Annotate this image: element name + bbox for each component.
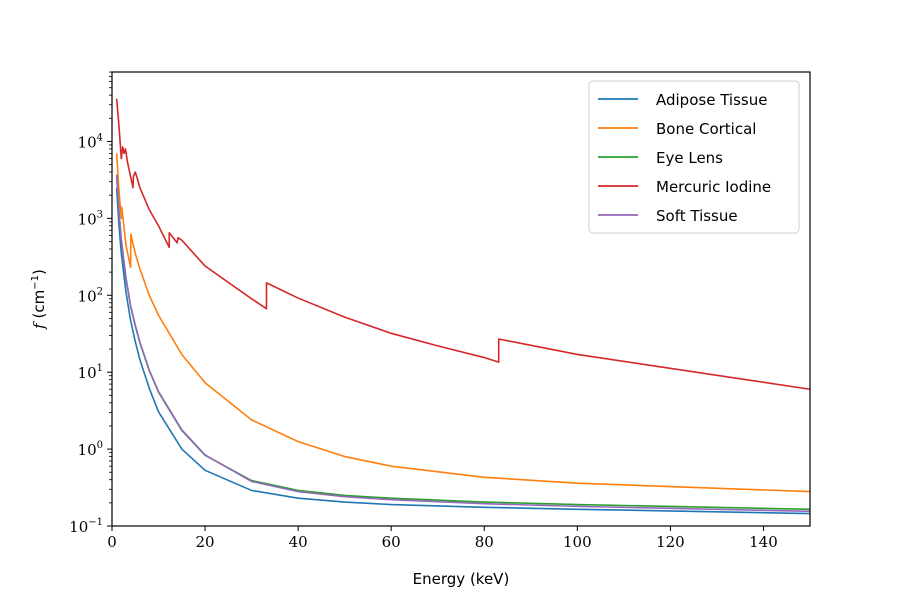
series-line-adipose-tissue bbox=[115, 187, 811, 515]
y-tick-label: 102 bbox=[78, 286, 103, 305]
x-tick-label: 20 bbox=[196, 533, 215, 551]
y-axis-label-unit: cm bbox=[30, 290, 48, 313]
legend-label-mercuric-iodine: Mercuric Iodine bbox=[656, 178, 771, 196]
legend-label-bone-cortical: Bone Cortical bbox=[656, 120, 756, 138]
x-tick-label: 60 bbox=[382, 533, 401, 551]
legend-label-eye-lens: Eye Lens bbox=[656, 149, 723, 167]
x-axis-label: Energy (keV) bbox=[413, 570, 510, 588]
legend: Adipose Tissue Bone Cortical Eye Lens Mercu… bbox=[588, 80, 800, 234]
y-tick-label: 101 bbox=[78, 363, 103, 382]
x-tick-label: 120 bbox=[656, 533, 685, 551]
x-tick-label: 100 bbox=[563, 533, 592, 551]
y-tick-label: 104 bbox=[78, 132, 103, 151]
y-axis-label-open: ( bbox=[30, 313, 48, 319]
legend-label-soft-tissue: Soft Tissue bbox=[656, 207, 738, 225]
y-axis-label-var: f bbox=[30, 321, 48, 330]
y-axis-label: f (cm−1) bbox=[30, 269, 48, 330]
legend-label-adipose-tissue: Adipose Tissue bbox=[656, 91, 767, 109]
series-line-soft-tissue bbox=[115, 174, 811, 513]
series-line-mercuric-iodine bbox=[115, 98, 811, 391]
y-axis-label-close: ) bbox=[30, 269, 48, 275]
ticks-layer: 0 20 40 60 80 100 120 140 10−1 100 101 102 103 104 bbox=[69, 71, 778, 551]
y-tick-label: 100 bbox=[78, 440, 103, 459]
y-axis-label-exp: −1 bbox=[30, 275, 41, 290]
legend-frame bbox=[588, 80, 800, 234]
x-tick-label: 140 bbox=[749, 533, 778, 551]
y-tick-label: 10−1 bbox=[69, 517, 103, 536]
series-line-bone-cortical bbox=[115, 153, 811, 493]
x-tick-label: 80 bbox=[475, 533, 494, 551]
series-layer bbox=[115, 98, 811, 515]
x-tick-label: 40 bbox=[289, 533, 308, 551]
x-tick-label: 0 bbox=[107, 533, 117, 551]
y-tick-label: 103 bbox=[78, 209, 103, 228]
